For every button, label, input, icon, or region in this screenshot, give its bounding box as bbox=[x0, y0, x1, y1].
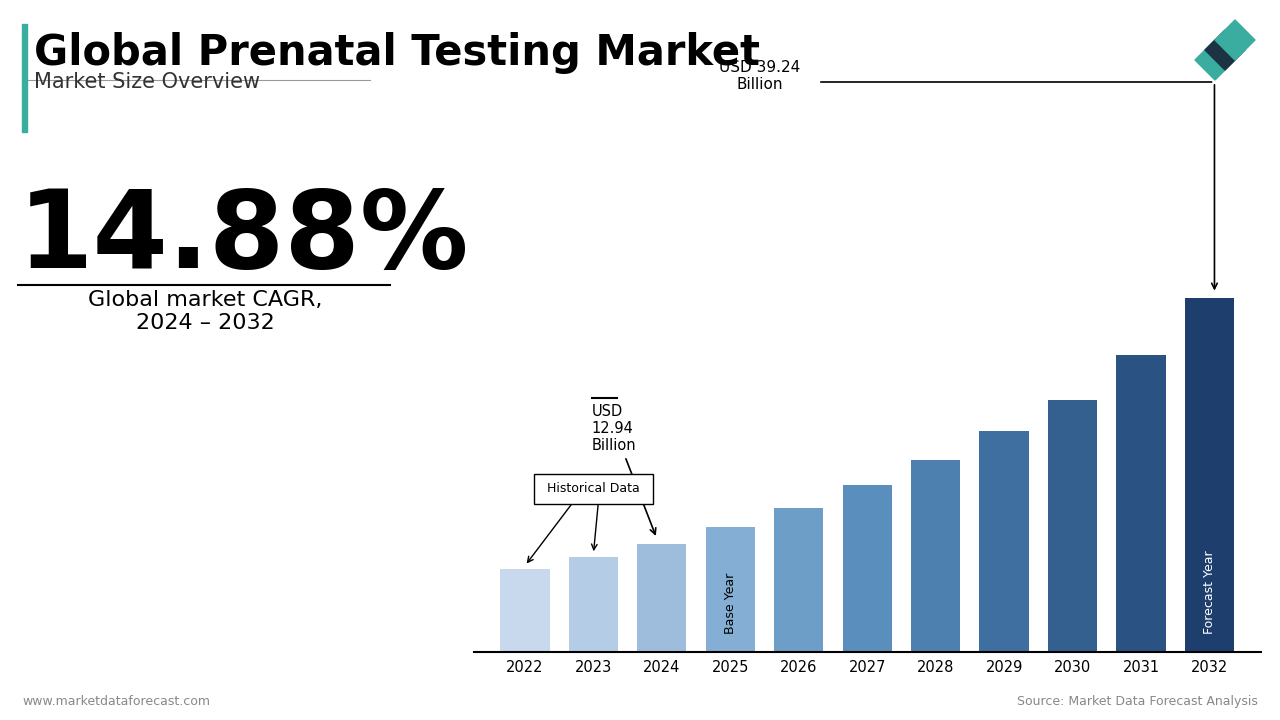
Text: www.marketdataforecast.com: www.marketdataforecast.com bbox=[22, 695, 210, 708]
Text: Historical Data: Historical Data bbox=[547, 482, 640, 495]
Text: Base Year: Base Year bbox=[723, 572, 737, 634]
Bar bbox=[705, 527, 755, 652]
Text: Forecast Year: Forecast Year bbox=[1203, 550, 1216, 634]
Text: Global Prenatal Testing Market: Global Prenatal Testing Market bbox=[35, 32, 760, 74]
Bar bbox=[911, 460, 960, 652]
Text: USD 39.24
Billion: USD 39.24 Billion bbox=[719, 60, 800, 92]
Bar bbox=[500, 569, 549, 652]
FancyBboxPatch shape bbox=[534, 474, 653, 504]
Bar bbox=[22, 24, 27, 132]
Bar bbox=[1048, 400, 1097, 652]
Bar bbox=[1116, 355, 1166, 652]
Polygon shape bbox=[1196, 40, 1235, 80]
Bar bbox=[1185, 298, 1234, 652]
Polygon shape bbox=[1204, 30, 1245, 70]
Text: 14.88%: 14.88% bbox=[18, 185, 470, 291]
Bar bbox=[774, 508, 823, 652]
Text: Source: Market Data Forecast Analysis: Source: Market Data Forecast Analysis bbox=[1018, 695, 1258, 708]
Text: Global market CAGR,
2024 – 2032: Global market CAGR, 2024 – 2032 bbox=[88, 290, 323, 333]
Bar bbox=[568, 557, 618, 652]
Text: Market Size Overview: Market Size Overview bbox=[35, 72, 260, 92]
Bar bbox=[842, 485, 892, 652]
Polygon shape bbox=[1215, 20, 1254, 60]
Bar bbox=[637, 544, 686, 652]
Text: USD
12.94
Billion: USD 12.94 Billion bbox=[591, 404, 655, 534]
Bar bbox=[979, 431, 1029, 652]
